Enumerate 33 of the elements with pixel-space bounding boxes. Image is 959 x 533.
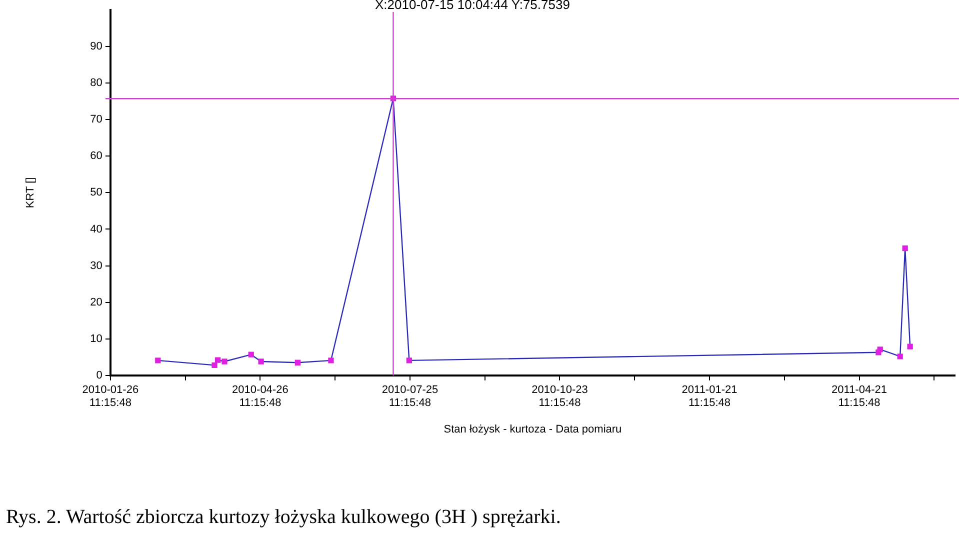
y-tick-label: 70: [90, 114, 102, 126]
y-tick-label: 20: [90, 296, 102, 308]
point: [248, 352, 254, 358]
point: [294, 360, 301, 366]
point: [907, 344, 913, 350]
point: [214, 357, 221, 363]
annotation: X:2010-07-15 10:04:44 Y:75.7539: [372, 0, 573, 12]
y-tick-label: 30: [90, 260, 102, 272]
y-tick-label: 50: [90, 186, 102, 199]
point: [877, 346, 883, 352]
y-tick-label: 60: [90, 150, 102, 162]
x-tick-label: 2010-04-26 11:15:48: [232, 384, 288, 410]
point: [328, 358, 334, 364]
point: [222, 358, 228, 364]
y-axis-title: KRT []: [24, 177, 37, 208]
point: [902, 245, 908, 252]
x-tick-label: 2010-10-23 11:15:48: [532, 384, 588, 410]
y-tick-label: 80: [90, 77, 102, 90]
y-tick-label: 40: [90, 223, 102, 236]
point: [258, 358, 264, 364]
point: [155, 358, 161, 364]
x-axis-title: Stan łożysk - kurtoza - Data pomiaru: [444, 423, 622, 436]
y-tick-label: 90: [90, 40, 102, 53]
point: [897, 354, 903, 360]
y-tick-label: 10: [90, 332, 102, 345]
x-tick-label: 2011-04-21 11:15:48: [832, 384, 887, 410]
point: [406, 358, 412, 364]
y-tick-label: 0: [96, 369, 102, 382]
point: [212, 362, 218, 368]
text: Rys. 2. Wartość zbiorcza kurtozy łożyska kulkowego (3H ) sprężarki.: [6, 506, 561, 529]
x-tick-label: 2010-07-25 11:15:48: [382, 384, 438, 410]
x-tick-label: 2011-01-21 11:15:48: [682, 384, 738, 410]
x-tick-label: 2010-01-26 11:15:48: [82, 384, 139, 410]
